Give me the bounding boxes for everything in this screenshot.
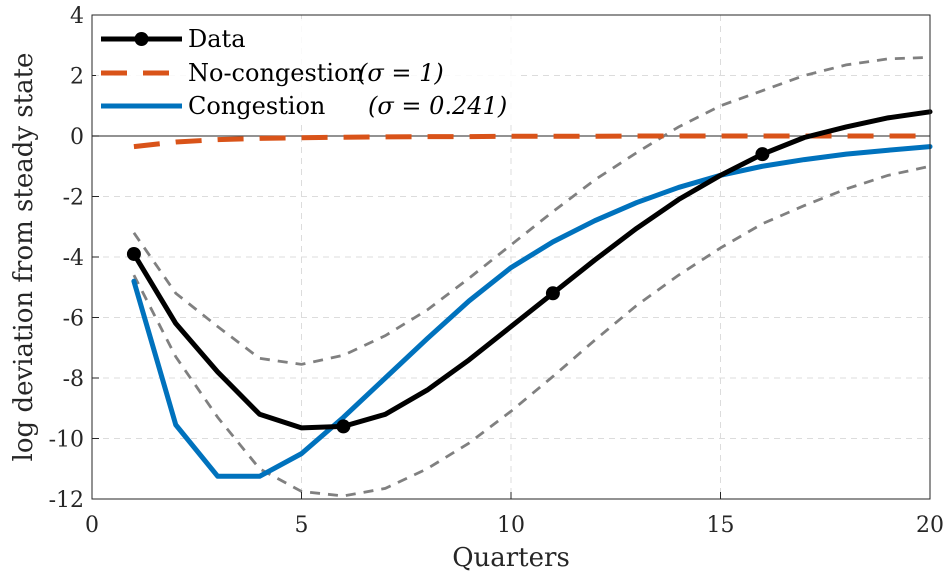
legend-math-congestion: (σ = 0.241) — [368, 92, 507, 120]
legend-marker-data — [134, 32, 149, 46]
data-point-marker — [755, 147, 770, 162]
legend-math-no-congestion: (σ = 1) — [358, 59, 444, 87]
y-tick-label: 2 — [70, 65, 84, 90]
series-lines — [126, 109, 933, 479]
y-tick-label: -4 — [63, 246, 84, 271]
y-tick-label: 4 — [70, 4, 84, 29]
y-tick-label: -10 — [49, 428, 84, 453]
y-tick-label: -2 — [63, 186, 84, 211]
data-point-marker — [126, 246, 141, 261]
y-tick-label: -8 — [63, 367, 84, 392]
x-tick-label: 5 — [295, 513, 309, 538]
data-point-marker — [545, 286, 560, 301]
band-line-1 — [132, 55, 931, 366]
y-tick-label: 0 — [70, 125, 84, 150]
y-axis-label: log deviation from steady state — [9, 53, 39, 462]
band-line-2 — [132, 164, 931, 498]
series-line-no-congestion — [133, 133, 930, 150]
legend-label-data: Data — [188, 25, 246, 53]
y-tick-label: -6 — [63, 307, 84, 332]
legend-label-no-congestion: No-congestion — [188, 59, 364, 87]
data-point-marker — [336, 419, 351, 434]
x-tick-label: 20 — [916, 513, 944, 538]
x-tick-label: 10 — [497, 513, 525, 538]
legend: Data No-congestion (σ = 1) Congestion (σ… — [96, 19, 516, 125]
axis-ticks: 0 5 10 15 20 -12 -10 -8 -6 -4 -2 0 2 4 — [49, 4, 944, 538]
x-tick-label: 0 — [85, 513, 99, 538]
x-axis-label: Quarters — [452, 543, 570, 573]
y-tick-label: -12 — [49, 488, 84, 513]
legend-label-congestion: Congestion — [188, 92, 325, 120]
series-line-congestion — [131, 144, 933, 479]
series-line-data — [131, 109, 933, 431]
x-tick-label: 15 — [707, 513, 735, 538]
